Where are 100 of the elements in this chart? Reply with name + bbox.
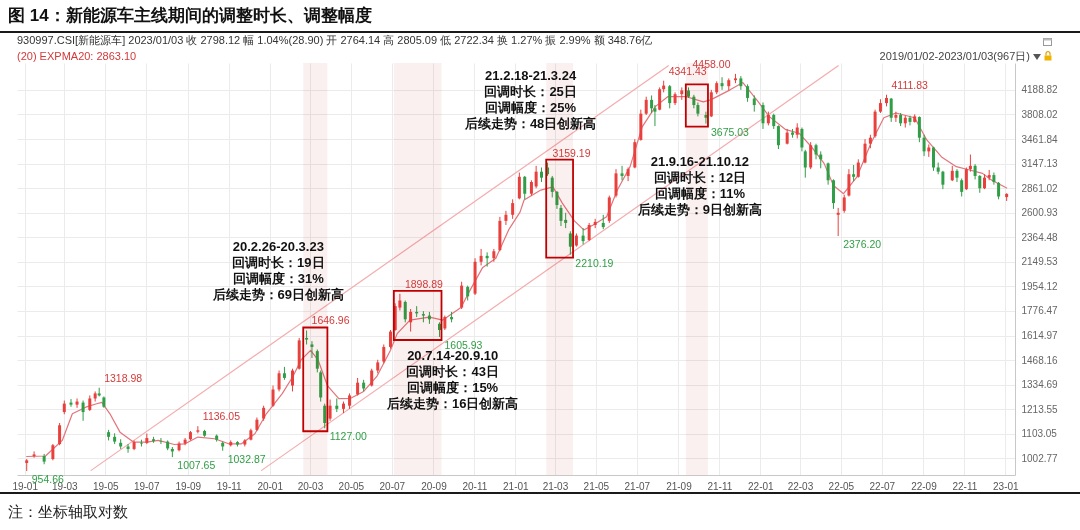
candlestick [922,134,926,157]
annotation: 回调时长：25日 [484,83,577,99]
x-tick-label: 21-11 [707,480,733,492]
annotation: 回调时长：43日 [406,363,499,379]
x-tick-label: 20-07 [379,480,406,492]
candlestick [668,84,672,109]
y-tick-label: 3808.02 [1021,108,1059,120]
candlestick [382,343,386,364]
x-tick-label: 22-01 [748,480,775,492]
candlestick [894,111,898,123]
annotation: 回调幅度：25% [485,99,577,115]
text: 2019/01/02-2023/01/03(967日) [879,50,1030,62]
y-tick-label: 1002.77 [1021,452,1059,464]
candlestick [847,168,851,197]
candlestick [931,146,935,172]
candlestick [803,149,807,179]
chart-title: 图 14：新能源车主线期间的调整时长、调整幅度 [8,6,372,25]
candlestick [159,437,163,445]
candlestick [644,96,648,116]
candlestick [800,127,804,152]
x-tick-label: 22-05 [828,480,855,492]
y-tick-label: 1213.55 [1021,403,1059,415]
annotation: 后续走势：9日创新高 [636,201,762,217]
candlestick [856,158,860,179]
y-tick-label: 1334.69 [1021,379,1059,391]
x-tick-label: 22-11 [952,480,978,492]
candlestick [403,300,407,323]
annotation: 4111.83 [891,78,929,91]
candlestick [75,397,79,409]
x-tick-label: 19-07 [133,480,160,492]
candlestick [607,195,611,224]
candlestick [69,398,73,408]
y-tick-label: 1614.97 [1021,330,1059,342]
x-tick-label: 22-09 [911,480,938,492]
annotation: 回调幅度：15% [407,379,499,395]
candlestick [908,115,912,126]
annotation: 回调幅度：11% [654,185,746,201]
candlestick [941,170,945,190]
candlestick [614,168,618,198]
x-tick-label: 21-05 [583,480,610,492]
x-tick-label: 20-11 [462,480,488,492]
annotation: 回调幅度：31% [232,271,325,287]
x-tick-label: 22-03 [787,480,814,492]
candlestick [58,422,62,446]
candlestick [409,308,413,333]
x-tick-label: 23-01 [993,480,1020,492]
candlestick [568,230,572,256]
candlestick [32,450,36,459]
x-tick-label: 20-05 [338,480,365,492]
y-tick-label: 2364.48 [1021,231,1059,243]
annotation: 后续走势：48日创新高 [463,115,597,131]
candlestick [889,97,893,123]
annotation: 1605.93 [444,338,483,351]
x-tick-label: 19-09 [175,480,202,492]
candlestick [126,443,130,454]
y-tick-label: 2861.02 [1021,182,1059,194]
candlestick [323,403,327,429]
candlestick [290,368,294,392]
y-tick-label: 4188.82 [1021,84,1059,96]
candlestick [720,76,724,91]
candlestick [523,175,527,200]
annotation: 1898.89 [404,277,443,290]
annotation: 3675.03 [710,125,750,138]
candlestick [831,178,835,210]
band-label: 20.2.26-20.3.23 [232,239,324,255]
candlestick [842,194,846,214]
candlestick [534,165,538,189]
candlestick [836,207,840,237]
annotation: 1646.96 [311,314,350,327]
candlestick [511,198,515,220]
x-tick-label: 19-11 [216,480,243,492]
candlestick [315,348,319,373]
y-tick-label: 1776.47 [1021,305,1059,317]
y-tick-label: 3147.13 [1021,158,1059,170]
y-tick-label: 3461.84 [1021,133,1059,145]
candlestick [761,101,765,130]
y-tick-label: 1468.16 [1021,354,1059,366]
candlestick [277,370,281,392]
x-tick-label: 21-01 [503,480,530,492]
text: (20) EXPMA20: 2863.10 [17,50,137,62]
candlestick [809,141,813,170]
text: 注：坐标轴取对数 [8,503,128,520]
candlestick [955,168,959,183]
annotation: 1127.00 [329,430,368,443]
annotation: 后续走势：16日创新高 [385,395,519,411]
candlestick [917,115,921,143]
annotation: 1032.87 [227,452,266,465]
candlestick [310,340,314,359]
candlestick [550,175,554,198]
x-tick-label: 20-03 [297,480,324,492]
band-label: 21.2.18-21.3.24 [485,67,577,83]
y-tick-label: 2149.53 [1021,256,1059,268]
candlestick [517,172,521,200]
candlestick [626,166,630,182]
candlestick [620,165,624,181]
annotation: 1318.98 [104,371,143,384]
y-tick-label: 1103.05 [1021,428,1058,440]
x-tick-label: 21-09 [666,480,693,492]
candlestick [81,400,85,422]
annotation: 回调时长：12日 [653,169,747,185]
